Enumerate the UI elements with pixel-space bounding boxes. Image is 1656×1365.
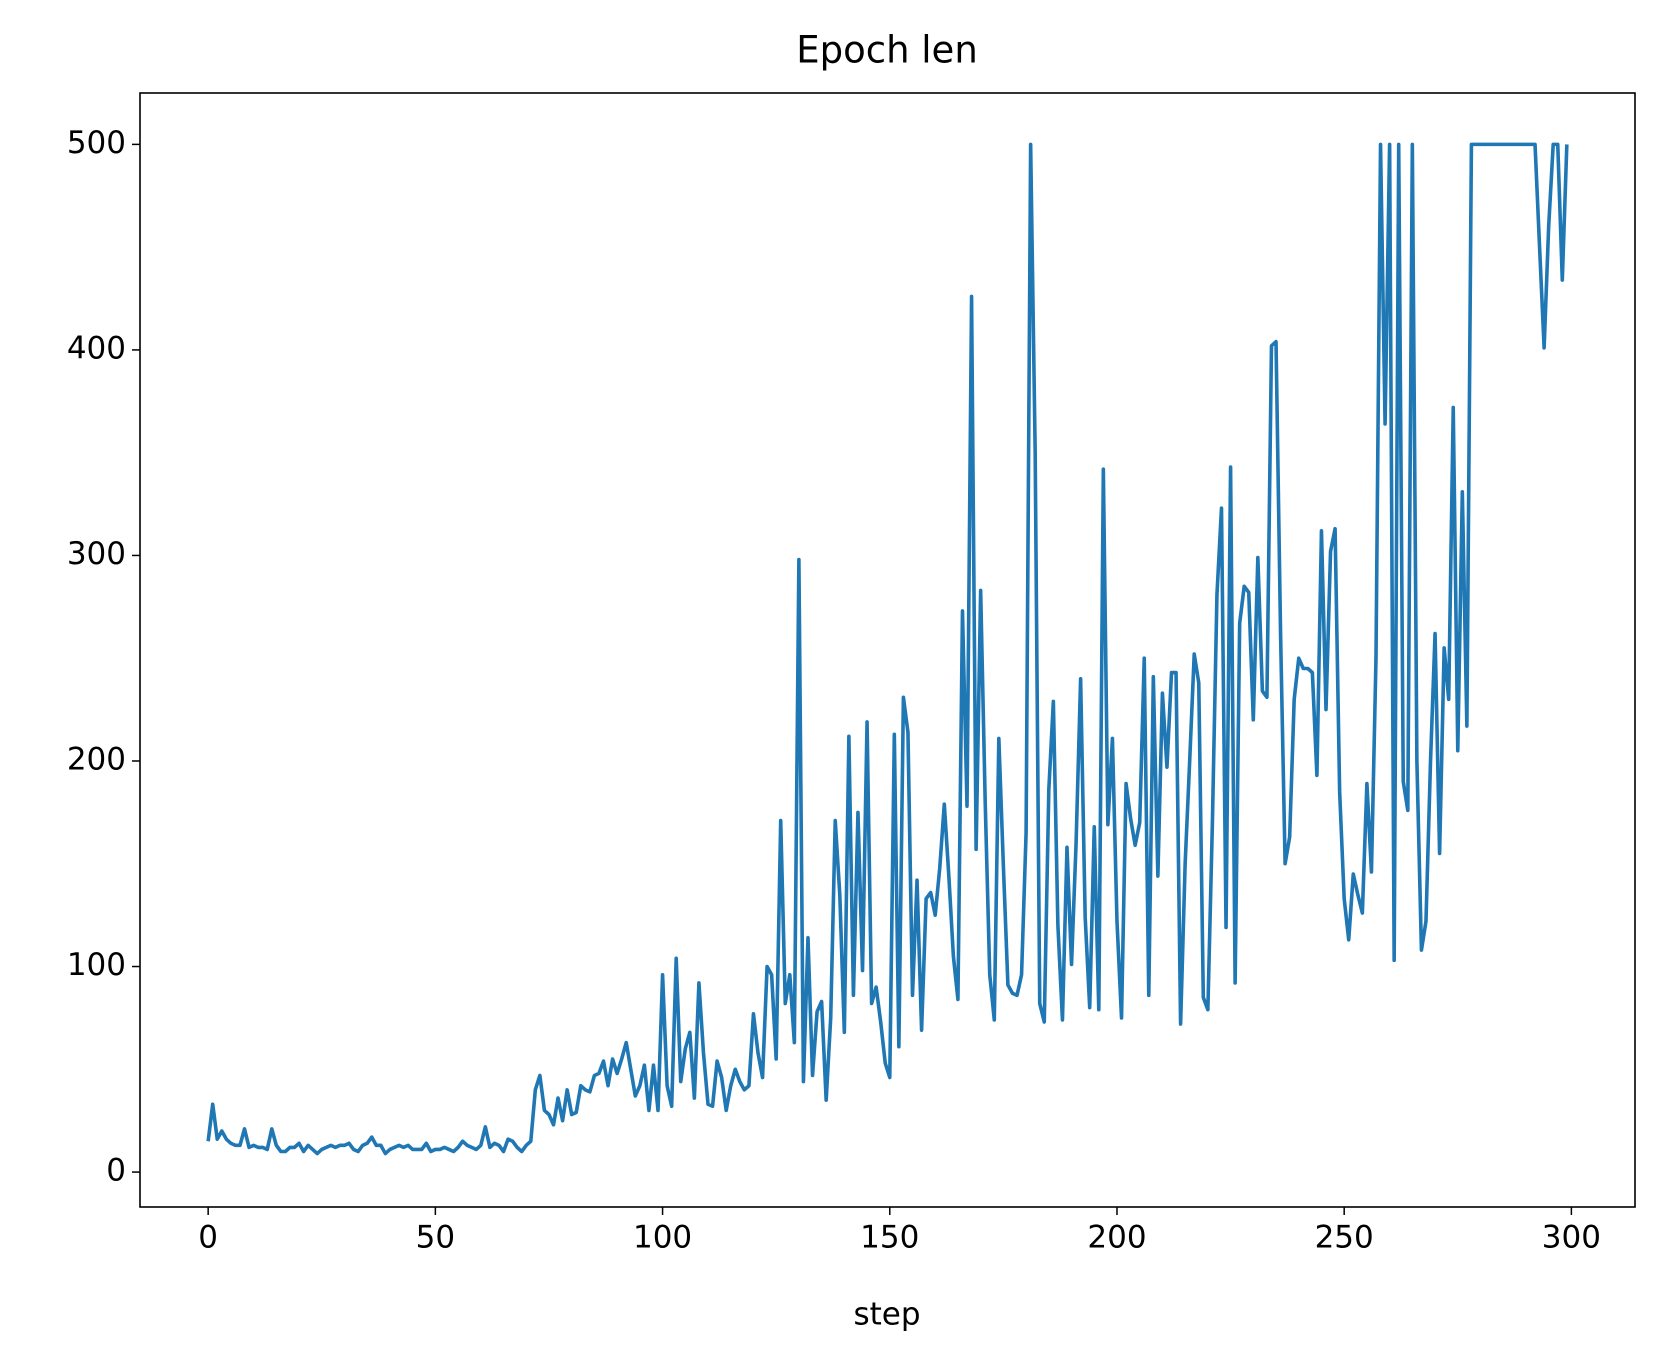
x-tick-label: 100 bbox=[633, 1220, 692, 1256]
x-axis-label: step bbox=[853, 1297, 920, 1333]
plot-frame bbox=[139, 92, 1636, 1208]
y-tick-label: 0 bbox=[106, 1153, 126, 1189]
chart-title: Epoch len bbox=[796, 29, 978, 72]
x-tick-label: 150 bbox=[860, 1220, 919, 1256]
data-line bbox=[206, 142, 1569, 1156]
x-tick-label: 250 bbox=[1315, 1220, 1374, 1256]
x-tick-label: 50 bbox=[416, 1220, 455, 1256]
y-tick-label: 500 bbox=[67, 125, 126, 161]
y-tick-label: 200 bbox=[67, 741, 126, 777]
x-tick-label: 0 bbox=[198, 1220, 218, 1256]
y-tick-label: 400 bbox=[67, 330, 126, 366]
y-tick-label: 100 bbox=[67, 947, 126, 983]
x-tick-label: 300 bbox=[1542, 1220, 1601, 1256]
y-tick-label: 300 bbox=[67, 536, 126, 572]
x-tick-label: 200 bbox=[1087, 1220, 1146, 1256]
